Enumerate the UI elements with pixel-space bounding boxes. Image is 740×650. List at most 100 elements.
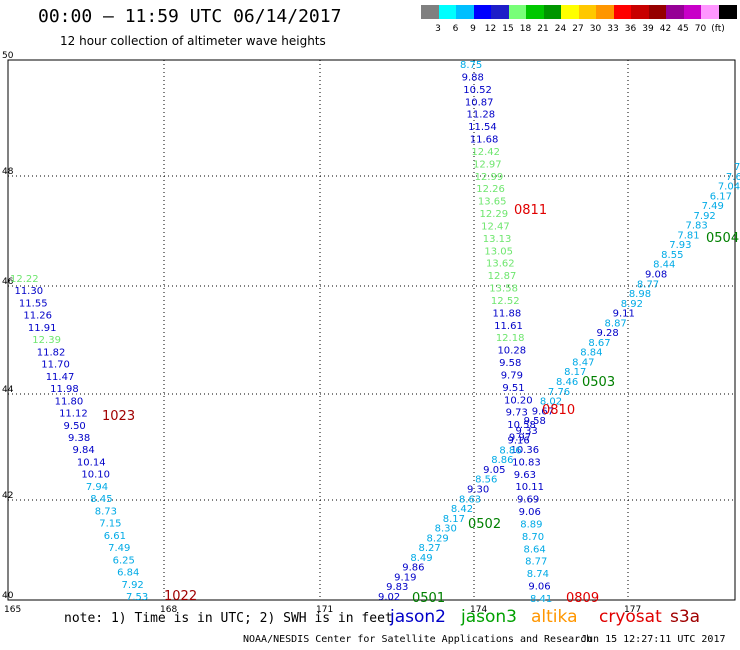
scale-label: 12 [484,24,497,34]
track-point-ascending: 8.47 [572,357,594,368]
track-point-jason2: 7.49 [108,543,130,554]
track-point-descending: 11.28 [467,110,496,121]
scale-swatch [666,5,684,19]
track-point-jason2: 7.94 [86,482,108,493]
track-point-descending: 10.87 [465,97,494,108]
track-point-ascending: 9.58 [524,416,546,427]
track-point-jason2: 7.15 [99,519,121,530]
track-point-descending: 9.51 [502,383,524,394]
track-time-label: 0504 [706,231,739,246]
track-point-jason2: 11.26 [23,311,52,322]
track-point-ascending: 9.08 [645,270,667,281]
scale-label: 42 [659,24,672,34]
track-point-descending: 10.36 [510,445,539,456]
track-point-descending: 11.88 [493,308,522,319]
scale-swatch [526,5,544,19]
track-point-descending: 9.06 [519,507,541,518]
track-point-jason2: 12.39 [32,335,61,346]
track-point-descending: 10.58 [507,420,536,431]
track-time-label: 0503 [582,375,615,390]
track-point-descending: 13.13 [483,234,512,245]
track-point-ascending: 8.86 [491,455,513,466]
y-tick-label: 44 [2,385,14,395]
track-point-ascending: 8.17 [443,514,465,525]
scale-swatch [438,5,457,19]
track-point-ascending: 8.17 [564,367,586,378]
track-point-jason2: 6.25 [113,555,135,566]
track-point-ascending: 7.8 [734,162,740,173]
track-point-descending: 8.41 [530,594,552,605]
track-point-jason2: 8.45 [90,494,112,505]
track-point-ascending: 9.30 [467,485,489,496]
track-point-descending: 13.62 [486,259,515,270]
scale-label: (ft) [711,24,725,34]
track-point-jason2: 11.12 [59,409,88,420]
footer-note: note: 1) Time is in UTC; 2) SWH is in fe… [64,611,393,626]
scale-label: 33 [607,24,619,34]
scale-label: 9 [470,24,476,34]
track-point-ascending: 8.56 [475,475,497,486]
scale-label: 30 [589,24,602,34]
scale-swatch [508,5,527,19]
scale-swatch [648,5,667,19]
x-tick-label: 174 [470,605,487,615]
track-time-label: 1022 [164,589,197,604]
scale-swatch [718,5,737,19]
track-point-descending: 9.88 [462,72,484,83]
track-point-ascending: 9.16 [507,436,529,447]
track-point-descending: 11.54 [468,122,497,133]
track-point-jason2: 10.14 [77,457,106,468]
scale-label: 24 [554,24,567,34]
scale-swatch [561,5,579,19]
scale-label: 15 [502,24,514,34]
track-point-descending: 12.52 [491,296,520,307]
satellite-legend-item: jason3 [461,607,517,627]
track-point-jason2: 12.22 [10,274,39,285]
scale-swatch [421,5,439,19]
track-point-descending: 8.64 [523,544,545,555]
track-point-descending: 9.97 [509,433,531,444]
track-point-ascending: 8.86 [499,445,521,456]
scale-label: 6 [452,24,459,34]
track-point-jason2: 6.84 [117,568,139,579]
track-point-descending: 12.26 [476,184,505,195]
track-point-descending: 10.83 [512,457,541,468]
scale-swatch [631,5,649,19]
track-point-ascending: 9.05 [483,465,505,476]
track-point-ascending: 7.76 [548,387,570,398]
scale-swatch [683,5,702,19]
scale-swatch [613,5,632,19]
scale-label: 18 [519,24,532,34]
y-tick-label: 50 [2,51,14,61]
track-point-jason2: 11.55 [19,298,48,309]
track-point-ascending: 8.30 [435,524,457,535]
track-point-descending: 10.11 [515,482,544,493]
track-point-ascending: 9.33 [516,426,538,437]
scale-label: 45 [677,24,689,34]
track-point-ascending: 9.02 [378,592,400,603]
track-point-ascending: 7.81 [677,230,699,241]
track-point-ascending: 8.67 [588,338,610,349]
track-point-ascending: 9.19 [394,572,416,583]
track-point-ascending: 8.84 [580,348,602,359]
track-point-jason2: 11.91 [28,323,57,334]
page-title: 00:00 – 11:59 UTC 06/14/2017 [38,6,342,27]
track-point-jason2: 6.61 [104,531,126,542]
scale-label: 39 [642,24,654,34]
scale-label: 21 [537,24,549,34]
track-point-descending: 12.29 [480,209,509,220]
track-point-descending: 10.28 [497,346,526,357]
page-subtitle: 12 hour collection of altimeter wave hei… [60,34,326,48]
track-point-ascending: 9.83 [386,582,408,593]
track-point-ascending: 8.63 [459,494,481,505]
scale-swatch [701,5,719,19]
track-point-ascending: 7.04 [718,182,740,193]
track-point-jason2: 9.38 [68,433,90,444]
track-point-ascending: 9.67 [532,406,554,417]
footer-credit: NOAA/NESDIS Center for Satellite Applica… [243,634,593,645]
track-point-ascending: 8.27 [418,543,440,554]
satellite-legend-item: cryosat [599,607,662,627]
track-point-ascending: 8.55 [661,250,683,261]
track-point-ascending: 9.28 [596,328,618,339]
